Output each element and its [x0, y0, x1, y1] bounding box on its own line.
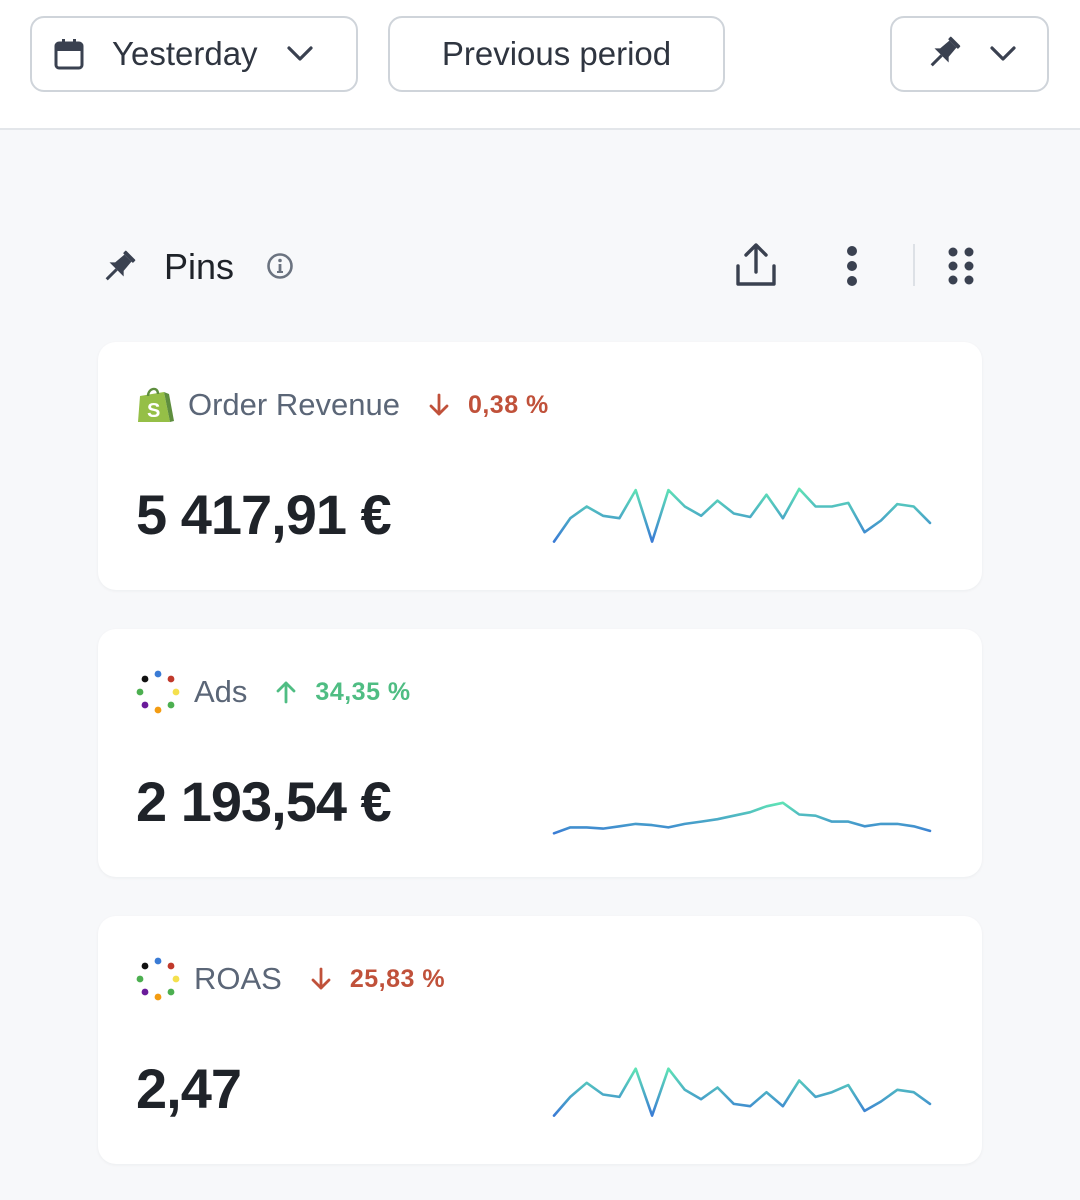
pins-section-header: Pins: [98, 240, 978, 296]
pin-menu-button[interactable]: [890, 16, 1049, 92]
arrow-up-icon: [275, 680, 297, 704]
date-range-label: Yesterday: [112, 35, 258, 72]
metric-value: 5 417,91 €: [136, 483, 392, 546]
metric-name: ROAS: [194, 961, 282, 996]
change-indicator: 0,38 %: [428, 391, 549, 420]
metric-card-header: Ads 34,35 %: [134, 667, 411, 717]
metric-name: Ads: [194, 674, 248, 709]
arrow-down-icon: [310, 967, 332, 991]
section-title: Pins: [164, 246, 235, 287]
change-value: 34,35 %: [315, 677, 411, 706]
arrow-down-icon: [428, 393, 450, 417]
info-icon[interactable]: [266, 252, 294, 280]
pin-icon: [923, 34, 963, 74]
change-value: 25,83 %: [349, 964, 446, 993]
metric-value: 2 193,54 €: [136, 770, 392, 833]
date-range-button[interactable]: Yesterday: [30, 16, 358, 92]
shopify-bag-icon: S: [134, 384, 176, 426]
comparison-period-button[interactable]: Previous period: [388, 16, 725, 92]
drag-handle-icon[interactable]: [946, 246, 976, 286]
metric-card-roas[interactable]: ROAS 25,83 % 2,47: [98, 916, 982, 1164]
multicolor-dots-icon: [134, 668, 182, 716]
chevron-down-icon: [989, 45, 1017, 63]
metric-card-header: S Order Revenue 0,38 %: [134, 380, 549, 430]
top-toolbar: Yesterday Previous period: [0, 0, 1080, 130]
sparkline-series: [552, 487, 932, 543]
comparison-period-label: Previous period: [441, 35, 672, 72]
chevron-down-icon: [286, 45, 314, 63]
sparkline-series: [552, 801, 932, 835]
multicolor-dots-icon: [134, 955, 182, 1003]
metric-card-header: ROAS 25,83 %: [134, 954, 445, 1004]
share-export-icon[interactable]: [734, 242, 778, 288]
sparkline-chart: [552, 487, 932, 543]
metric-card-ads[interactable]: Ads 34,35 % 2 193,54 €: [98, 629, 982, 877]
sparkline-series: [552, 1067, 932, 1117]
svg-text:S: S: [147, 400, 160, 422]
sparkline-chart: [552, 801, 932, 835]
calendar-icon: [54, 38, 84, 70]
metric-card-order-revenue[interactable]: S Order Revenue 0,38 % 5 417,91 €: [98, 342, 982, 590]
change-indicator: 34,35 %: [275, 678, 410, 707]
change-indicator: 25,83 %: [310, 965, 445, 994]
metric-value: 2,47: [136, 1057, 242, 1120]
metric-name: Order Revenue: [188, 387, 400, 422]
sparkline-chart: [552, 1067, 932, 1117]
change-value: 0,38 %: [467, 390, 549, 419]
more-options-icon[interactable]: [840, 244, 864, 288]
toolbar-divider: [913, 244, 915, 286]
pin-icon: [98, 248, 138, 288]
